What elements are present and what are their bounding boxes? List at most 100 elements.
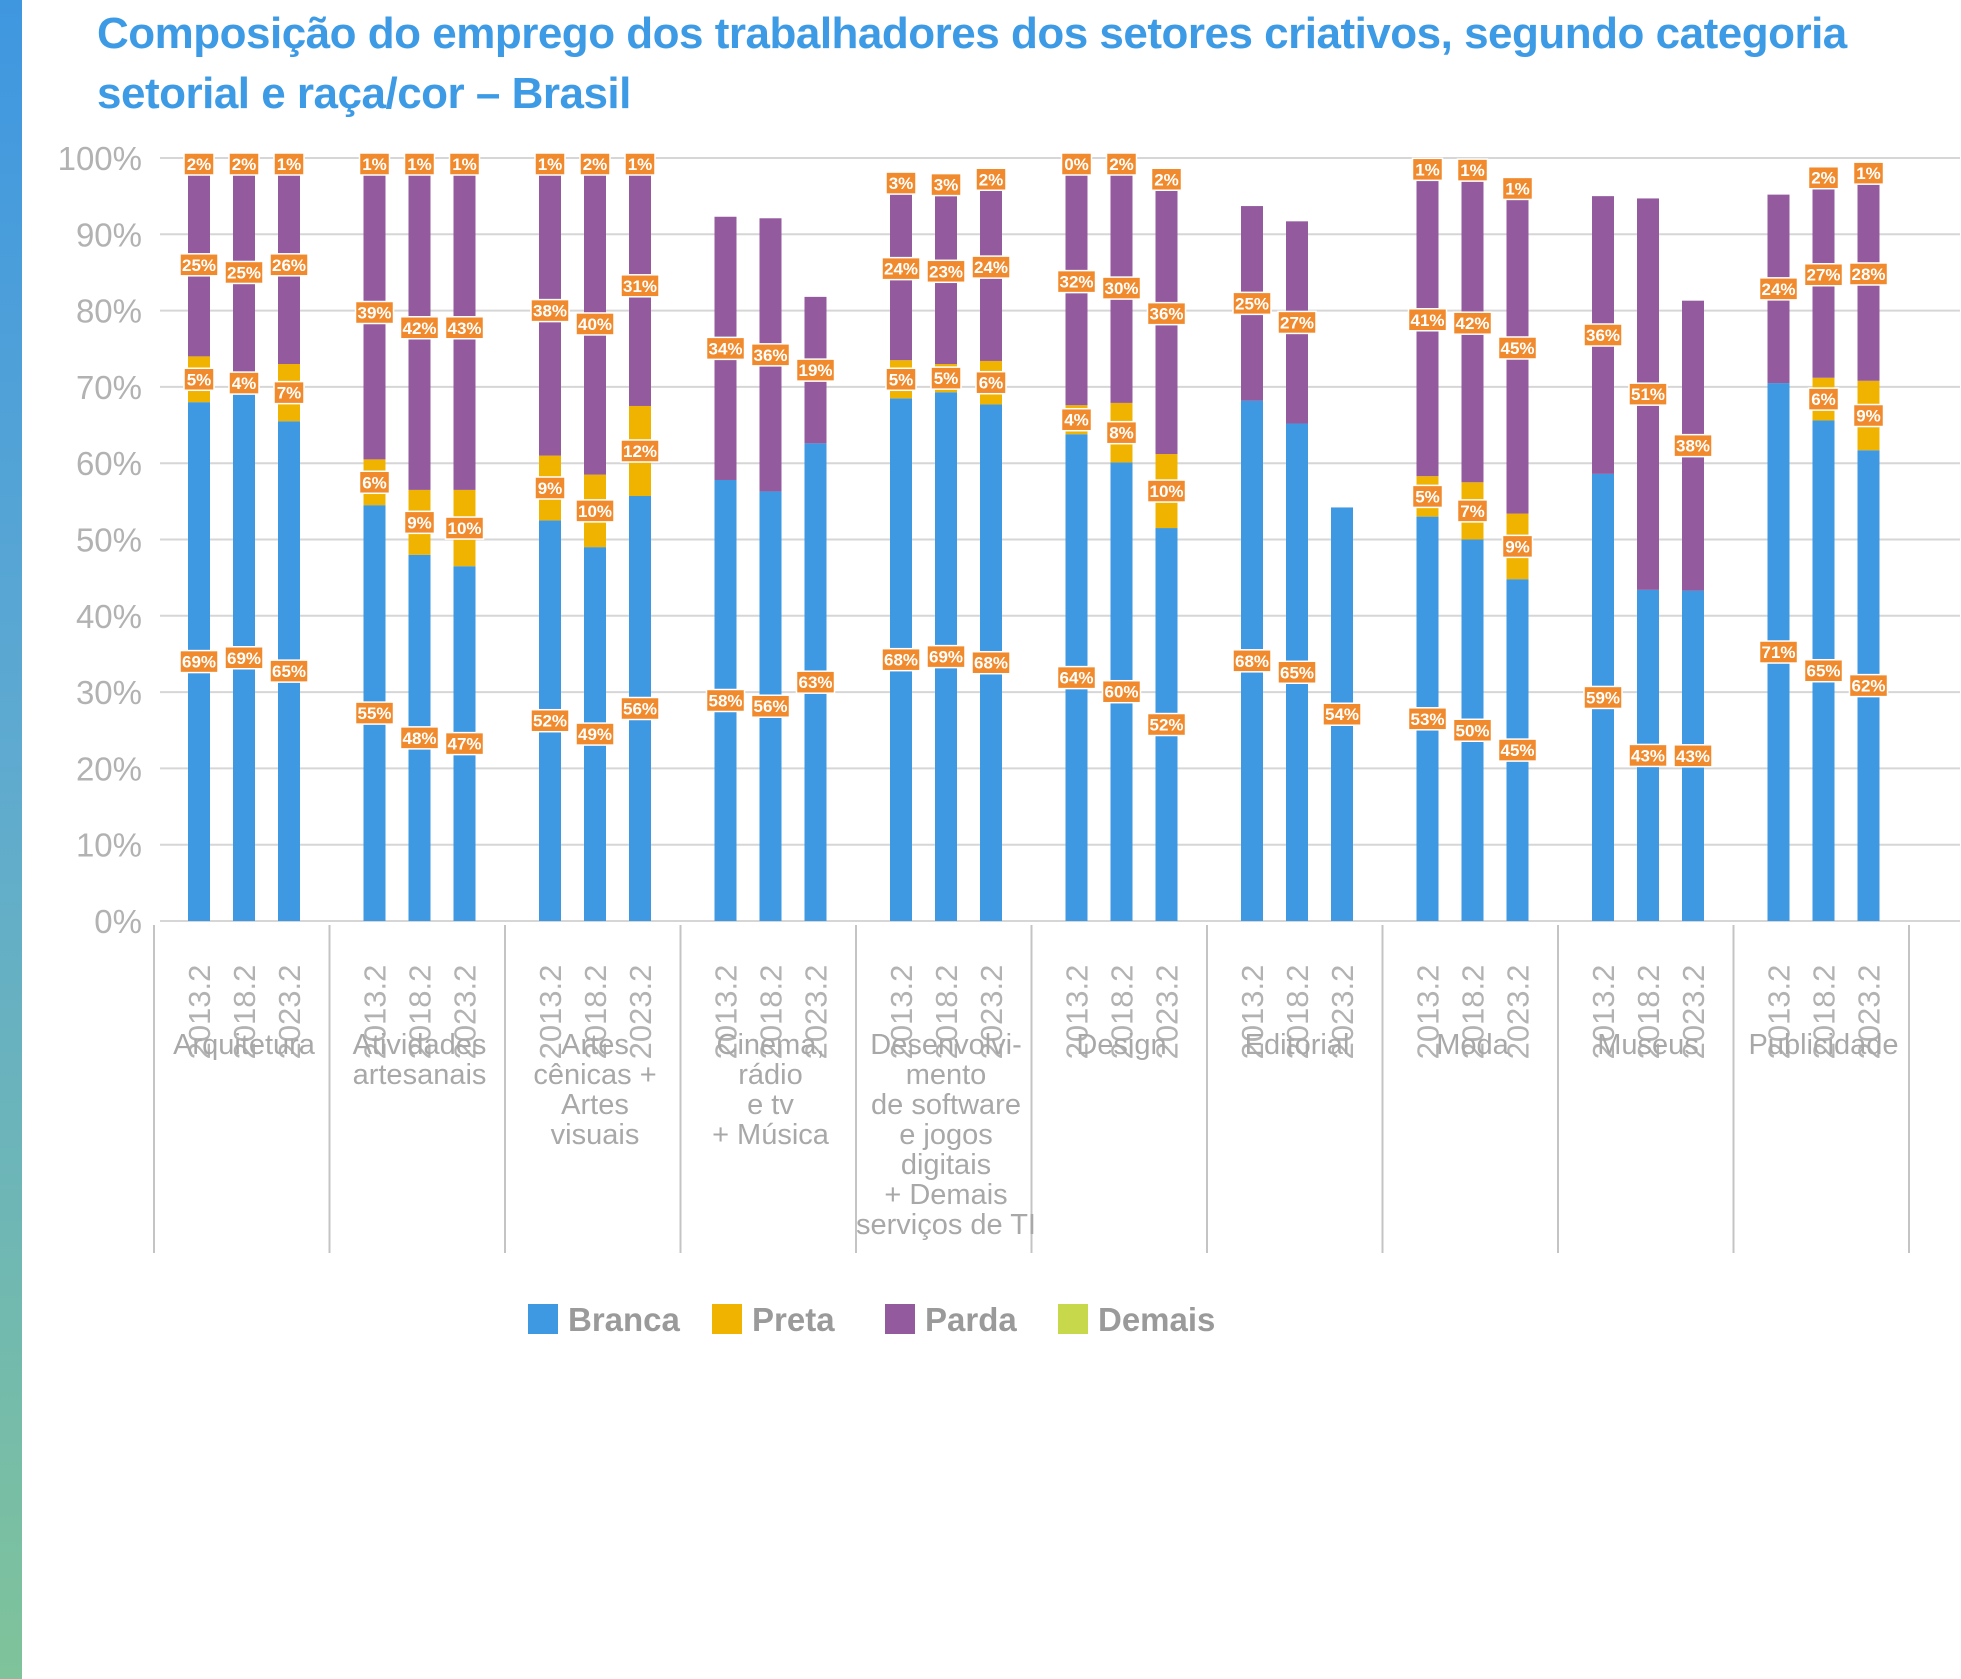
- data-label: 24%: [971, 255, 1011, 279]
- data-label-box: [1101, 679, 1142, 704]
- data-label: 63%: [795, 670, 836, 694]
- data-label: 9%: [1501, 534, 1534, 559]
- data-label-text: 4%: [1064, 411, 1089, 430]
- data-label: 68%: [1232, 649, 1272, 673]
- data-label-box: [1407, 707, 1448, 731]
- data-label-box: [1105, 152, 1138, 176]
- data-label: 9%: [403, 510, 436, 535]
- data-label-box: [620, 274, 660, 298]
- data-label-box: [1807, 387, 1840, 411]
- data-label-box: [1060, 407, 1093, 432]
- data-label: 2%: [183, 152, 215, 176]
- data-label-box: [1101, 276, 1142, 300]
- data-label: 6%: [1807, 387, 1840, 411]
- data-label: 64%: [1056, 665, 1097, 690]
- legend-item-demais: Demais: [1058, 1301, 1215, 1338]
- data-label: 36%: [1146, 301, 1187, 326]
- data-label-text: 43%: [1631, 746, 1665, 765]
- data-label-box: [1848, 262, 1889, 286]
- data-label: 62%: [1848, 673, 1889, 698]
- data-label-box: [885, 171, 917, 195]
- data-label: 2%: [1807, 165, 1840, 190]
- data-label-box: [1105, 420, 1138, 445]
- x-tick-label: 2018.2: [1807, 965, 1842, 1060]
- x-tick-label: 2018.2: [227, 965, 262, 1060]
- group-label: Atividades: [353, 1029, 487, 1061]
- data-label-box: [1411, 157, 1444, 182]
- x-tick-label: 2018.2: [1631, 965, 1666, 1060]
- data-label-box: [1501, 176, 1534, 201]
- data-label-box: [926, 259, 966, 284]
- data-label-box: [269, 659, 309, 683]
- group-label: mento: [906, 1059, 987, 1091]
- data-label-box: [228, 371, 260, 395]
- y-axis: 0% 10% 20% 30% 40% 50% 60% 70% 80% 90% 100%: [58, 140, 142, 940]
- y-tick-label: 100%: [58, 140, 142, 177]
- data-label-text: 10%: [447, 519, 481, 538]
- group-label: e tv: [747, 1089, 794, 1121]
- data-label: 1%: [358, 152, 391, 176]
- y-tick-label: 10%: [76, 827, 142, 864]
- data-label: 36%: [1583, 323, 1623, 347]
- legend-swatch: [1058, 1304, 1088, 1334]
- data-label-box: [750, 694, 791, 718]
- data-label: 27%: [1277, 310, 1317, 335]
- data-label-box: [444, 316, 485, 340]
- data-label-box: [881, 256, 921, 281]
- x-tick-label: 2013.2: [709, 965, 744, 1060]
- data-label-box: [795, 358, 836, 382]
- group-label: Publicidade: [1749, 1029, 1899, 1061]
- data-label: 43%: [1673, 744, 1713, 768]
- data-label: 10%: [1146, 479, 1187, 503]
- data-label: 32%: [1056, 269, 1097, 294]
- data-label: 5%: [183, 367, 215, 392]
- data-label: 27%: [1803, 262, 1844, 287]
- data-label-box: [1056, 665, 1097, 690]
- legend-label: Branca: [568, 1301, 681, 1338]
- x-tick-label: 2023.2: [1852, 965, 1887, 1060]
- group-label: Desenvolvi-: [870, 1029, 1022, 1061]
- data-label-text: 1%: [538, 155, 563, 174]
- data-label-box: [1807, 165, 1840, 190]
- x-tick-label: 2023.2: [448, 965, 483, 1060]
- data-label-text: 50%: [1455, 721, 1489, 740]
- x-tick-label: 2018.2: [403, 965, 438, 1060]
- data-label: 36%: [750, 343, 791, 367]
- y-tick-label: 50%: [76, 522, 142, 559]
- data-label: 24%: [1758, 277, 1799, 301]
- data-label-box: [444, 731, 485, 756]
- data-label-text: 2%: [1154, 170, 1179, 189]
- x-tick-label: 2013.2: [533, 965, 568, 1060]
- data-label-text: 59%: [1586, 688, 1620, 707]
- x-tick-label: 2023.2: [1676, 965, 1711, 1060]
- data-label-text: 5%: [934, 369, 959, 388]
- data-label: 1%: [1411, 157, 1444, 182]
- data-label: 52%: [1146, 712, 1187, 737]
- data-label: 34%: [705, 336, 746, 361]
- data-label: 48%: [399, 726, 440, 750]
- group-label: Design: [1076, 1029, 1166, 1061]
- data-label-box: [179, 253, 219, 277]
- x-tick-label: 2018.2: [1105, 965, 1140, 1060]
- data-label-text: 68%: [1235, 652, 1269, 671]
- data-label: 68%: [971, 650, 1011, 675]
- data-label-text: 1%: [277, 155, 302, 174]
- data-label-text: 53%: [1410, 710, 1444, 729]
- data-label-text: 71%: [1761, 643, 1795, 662]
- data-label-text: 30%: [1104, 279, 1138, 298]
- y-tick-label: 20%: [76, 750, 142, 787]
- data-label: 65%: [269, 659, 309, 683]
- x-tick-label: 2013.2: [884, 965, 919, 1060]
- data-label-text: 40%: [578, 315, 612, 334]
- x-tick-label: 2018.2: [754, 965, 789, 1060]
- data-label-box: [1056, 269, 1097, 294]
- data-label: 2%: [1150, 167, 1183, 192]
- y-tick-label: 40%: [76, 598, 142, 635]
- data-label: 2%: [228, 152, 260, 176]
- data-label: 40%: [575, 312, 615, 336]
- x-tick-label: 2013.2: [358, 965, 393, 1060]
- data-label: 1%: [273, 152, 305, 176]
- data-label: 7%: [1456, 499, 1489, 523]
- data-label-box: [183, 152, 215, 176]
- data-label-text: 7%: [1460, 502, 1485, 521]
